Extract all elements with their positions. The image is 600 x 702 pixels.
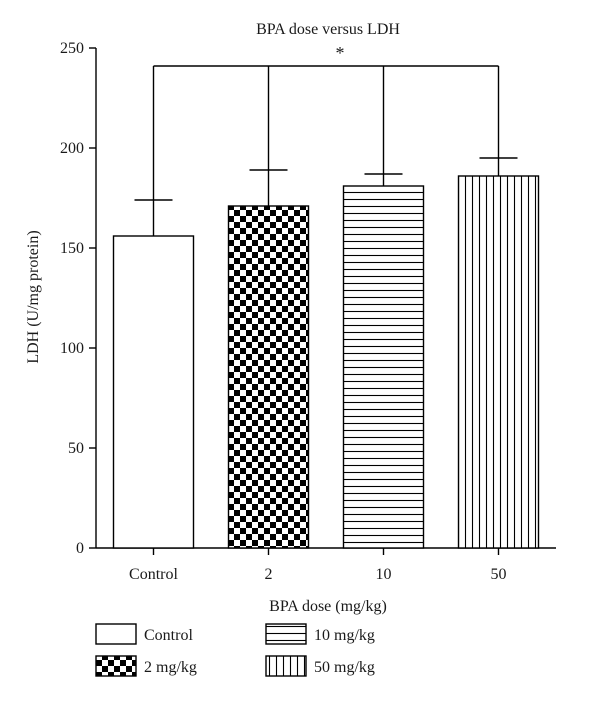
y-tick-label: 0 [76,540,84,557]
legend-swatch [95,623,137,645]
x-tick-label: 2 [265,566,273,583]
bar [227,205,310,549]
y-tick-label: 250 [60,40,84,57]
y-tick-label: 150 [60,240,84,257]
legend-label: 50 mg/kg [314,659,375,676]
plot-area: 0 50 100 150 200 250 Control 2 10 50 [60,40,556,583]
legend-swatch [95,655,137,677]
x-tick-label: 10 [376,566,392,583]
y-tick-label: 100 [60,340,84,357]
y-tick-label: 50 [68,440,84,457]
x-axis-label: BPA dose (mg/kg) [269,598,387,615]
significance-label: * [336,43,345,63]
bar [457,175,540,549]
bar [112,235,195,549]
legend-label: Control [144,627,193,644]
y-axis-label: LDH (U/mg protein) [25,230,42,363]
bar [342,185,425,549]
x-tick-label: Control [129,566,178,583]
y-tick-label: 200 [60,140,84,157]
legend-swatch [265,623,307,645]
chart-title: BPA dose versus LDH [256,21,400,38]
legend: Control 2 mg/kg 10 mg/kg 50 mg/kg [95,623,375,677]
legend-swatch [265,655,307,677]
legend-label: 10 mg/kg [314,627,375,644]
legend-label: 2 mg/kg [144,659,197,676]
x-tick-label: 50 [491,566,507,583]
